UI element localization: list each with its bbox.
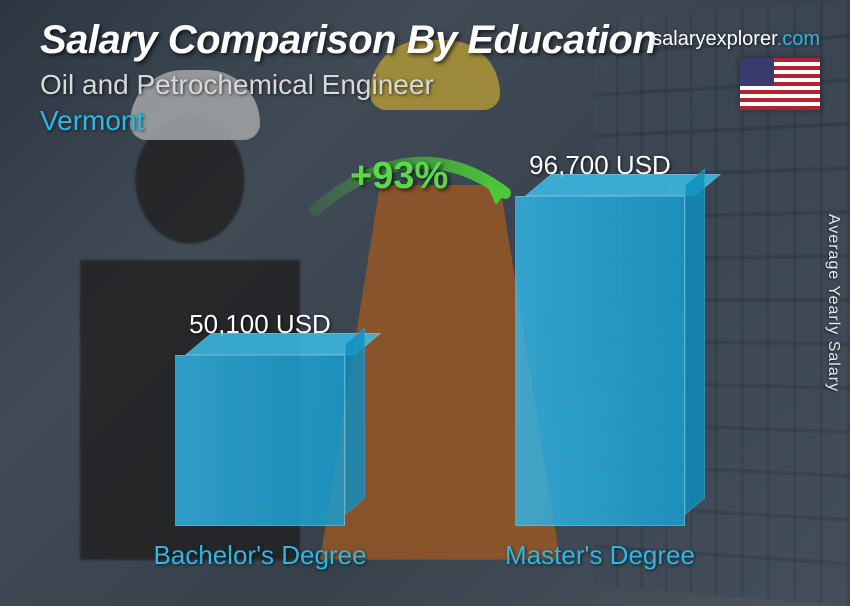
- bar-side-face: [685, 168, 705, 515]
- y-axis-label: Average Yearly Salary: [824, 214, 842, 392]
- bar-masters: 96,700 USD Master's Degree: [500, 196, 700, 526]
- location-label: Vermont: [40, 105, 820, 137]
- bar-label: Bachelor's Degree: [120, 540, 400, 571]
- job-title: Oil and Petrochemical Engineer: [40, 69, 820, 101]
- brand-logo: salaryexplorer.com: [652, 28, 820, 51]
- bar-3d: [175, 355, 345, 526]
- flag-canton: [740, 58, 774, 86]
- brand-name: salaryexplorer: [652, 28, 777, 50]
- bar-label: Master's Degree: [460, 540, 740, 571]
- bar-front-face: [515, 196, 685, 526]
- bar-side-face: [345, 327, 365, 515]
- content-layer: Salary Comparison By Education Oil and P…: [0, 0, 850, 606]
- bar-front-face: [175, 355, 345, 526]
- brand-suffix: .com: [777, 28, 820, 50]
- flag-us-icon: [740, 58, 820, 110]
- bar-bachelors: 50,100 USD Bachelor's Degree: [160, 355, 360, 526]
- bar-3d: [515, 196, 685, 526]
- increase-percentage: +93%: [350, 155, 448, 198]
